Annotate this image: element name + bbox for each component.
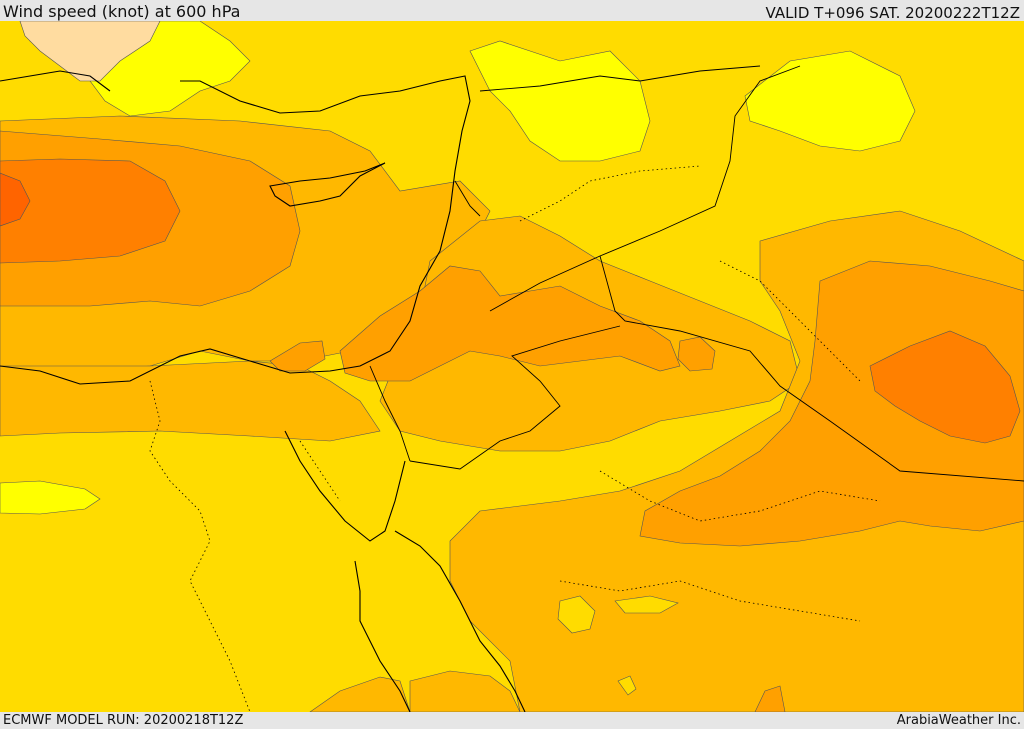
- light-yellow-region-syria: [469, 40, 651, 162]
- red-orange-core-mediterranean: [0, 172, 31, 227]
- map-header: Wind speed (knot) at 600 hPa VALID T+096…: [0, 0, 1024, 22]
- internal-boundaries: [149, 165, 881, 712]
- orange-patch-bottom-right: [754, 685, 786, 712]
- credit-label: ArabiaWeather Inc.: [896, 713, 1021, 728]
- model-run-label: ECMWF MODEL RUN: 20200218T12Z: [3, 713, 244, 728]
- orange-patch-bottom-left: [309, 676, 411, 712]
- yellow-pocket-south-1: [557, 595, 596, 634]
- orange-patch-coast: [269, 340, 326, 372]
- country-borders: [369, 65, 1024, 482]
- yellow-pocket-south-3: [617, 675, 637, 696]
- map-title: Wind speed (knot) at 600 hPa: [3, 2, 241, 21]
- orange-patch-bottom-mid: [409, 670, 521, 712]
- dark-orange-core-east: [869, 330, 1021, 444]
- coastlines: [0, 70, 526, 712]
- light-yellow-region-iraq: [744, 50, 916, 152]
- wind-speed-map: [0, 21, 1024, 712]
- orange-region-levant: [339, 265, 681, 382]
- orange-region-east: [639, 260, 1024, 547]
- map-footer: ECMWF MODEL RUN: 20200218T12Z ArabiaWeat…: [0, 712, 1024, 729]
- peach-land-turkey: [19, 21, 161, 82]
- yellow-pocket-south-2: [614, 595, 679, 614]
- light-yellow-region-west: [0, 480, 101, 515]
- map-canvas: [0, 21, 1024, 712]
- dark-orange-region-mediterranean: [0, 158, 181, 264]
- valid-time: VALID T+096 SAT. 20200222T12Z: [765, 4, 1020, 22]
